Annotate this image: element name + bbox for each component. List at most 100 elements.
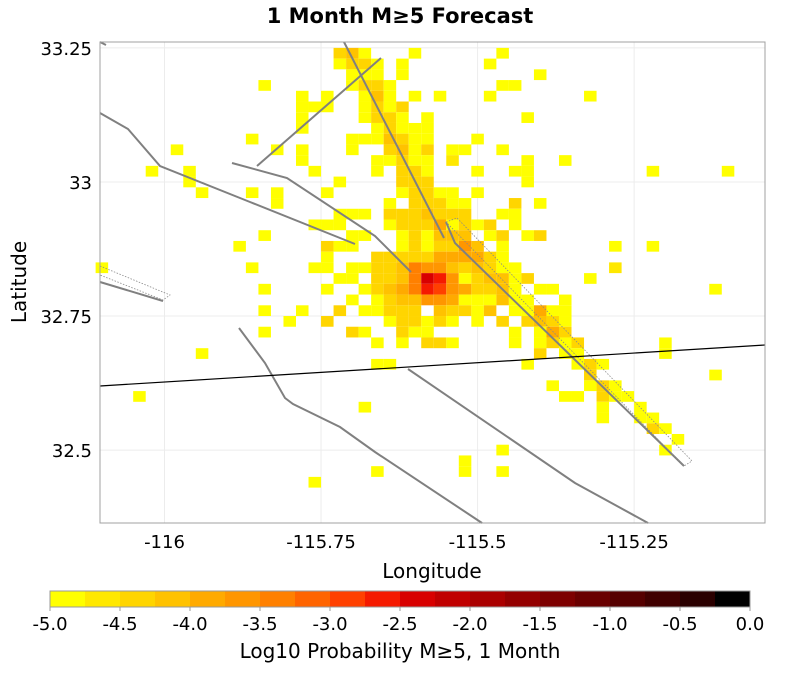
heatmap-cell bbox=[471, 283, 484, 295]
colorbar bbox=[50, 591, 751, 607]
heatmap-cell bbox=[433, 251, 447, 263]
heatmap-cell bbox=[558, 155, 572, 166]
heatmap-cell bbox=[646, 423, 660, 434]
colorbar-swatch bbox=[575, 591, 611, 607]
heatmap-cell bbox=[584, 358, 597, 370]
colorbar-swatch bbox=[295, 591, 331, 607]
heatmap-cell bbox=[408, 283, 422, 295]
y-tick-label: 33.25 bbox=[40, 39, 92, 60]
heatmap-cell bbox=[396, 251, 409, 263]
heatmap-cell bbox=[433, 316, 447, 327]
x-tick-label: -116 bbox=[144, 532, 185, 553]
heatmap-cell bbox=[433, 273, 447, 284]
heatmap-cell bbox=[408, 326, 422, 338]
heatmap-cell bbox=[408, 208, 422, 220]
heatmap-cell bbox=[421, 240, 434, 252]
heatmap-cell bbox=[709, 369, 722, 381]
heatmap-cell bbox=[471, 133, 484, 145]
heatmap-cell bbox=[421, 262, 434, 274]
colorbar-tick-label: -2.0 bbox=[452, 614, 487, 635]
heatmap-cell bbox=[371, 122, 384, 134]
heatmap-cell bbox=[346, 326, 359, 338]
heatmap-cell bbox=[245, 262, 259, 274]
heatmap-cell bbox=[584, 273, 597, 284]
heatmap-cell bbox=[496, 294, 509, 306]
fault-trace bbox=[99, 112, 356, 245]
heatmap-cell bbox=[421, 283, 434, 295]
plot-frame bbox=[99, 41, 766, 524]
colorbar-swatch bbox=[470, 591, 506, 607]
y-axis-ticks: 33.25 33 32.75 32.5 bbox=[40, 39, 92, 462]
heatmap-cell bbox=[521, 230, 534, 241]
heatmap-cell bbox=[421, 112, 434, 123]
heatmap-cell bbox=[508, 294, 522, 306]
heatmap-cell bbox=[383, 316, 397, 327]
heatmap-cell bbox=[421, 326, 434, 338]
colorbar-swatch bbox=[505, 591, 541, 607]
heatmap-cell bbox=[471, 165, 484, 177]
heatmap-cell bbox=[371, 58, 384, 70]
heatmap-cell bbox=[446, 337, 459, 349]
heatmap-cell bbox=[458, 294, 472, 306]
colorbar-swatch bbox=[85, 591, 121, 607]
heatmap-cell bbox=[421, 208, 434, 220]
heatmap-cell bbox=[396, 273, 409, 284]
heatmap-cell bbox=[183, 176, 196, 188]
heatmap-cell bbox=[195, 187, 209, 199]
colorbar-swatch bbox=[680, 591, 716, 607]
heatmap-cell bbox=[433, 283, 447, 295]
heatmap-cell bbox=[270, 187, 284, 199]
heatmap-cell bbox=[508, 198, 522, 209]
colorbar-swatch bbox=[190, 591, 226, 607]
heatmap-cell bbox=[483, 219, 497, 231]
heatmap-cell bbox=[396, 155, 409, 166]
heatmap-cell bbox=[634, 412, 647, 424]
heatmap-cell bbox=[458, 219, 472, 231]
fault-plane-outline bbox=[99, 265, 171, 301]
heatmap-cell bbox=[446, 316, 459, 327]
heatmap-cell bbox=[508, 326, 522, 338]
heatmap-cell bbox=[446, 155, 459, 166]
x-axis-label: Longitude bbox=[382, 559, 481, 583]
colorbar-swatch bbox=[435, 591, 471, 607]
heatmap-cell bbox=[508, 305, 522, 317]
heatmap-cell bbox=[508, 80, 522, 91]
heatmap-cell bbox=[383, 144, 397, 156]
colorbar-tick-label: -3.5 bbox=[242, 614, 277, 635]
heatmap-cell bbox=[496, 444, 509, 456]
x-axis-ticks: -116 -115.75 -115.5 -115.25 bbox=[144, 532, 669, 553]
y-tick-label: 33 bbox=[69, 173, 92, 194]
heatmap-cell bbox=[533, 316, 547, 327]
heatmap-cell bbox=[421, 294, 434, 306]
heatmap-cell bbox=[333, 273, 347, 284]
heatmap-cell bbox=[358, 283, 372, 295]
heatmap-cell bbox=[596, 401, 610, 413]
heatmap-cell bbox=[333, 47, 347, 59]
heatmap-cell bbox=[245, 133, 259, 145]
heatmap-cell bbox=[346, 262, 359, 274]
heatmap-cell bbox=[321, 283, 334, 295]
heatmap-cell bbox=[371, 155, 384, 166]
heatmap-cell bbox=[609, 240, 622, 252]
heatmap-cell bbox=[471, 262, 484, 274]
heatmap-cell bbox=[584, 380, 597, 392]
heatmap-cell bbox=[408, 273, 422, 284]
heatmap-cell bbox=[383, 262, 397, 274]
heatmap-cell bbox=[371, 358, 384, 370]
heatmap-cell bbox=[371, 466, 384, 477]
heatmap-cell bbox=[321, 251, 334, 263]
fault-trace bbox=[238, 327, 483, 524]
heatmap-cell bbox=[308, 101, 322, 113]
heatmap-cell bbox=[358, 90, 372, 102]
heatmap-cell bbox=[446, 294, 459, 306]
heatmap-cell bbox=[508, 337, 522, 349]
chart-title: 1 Month M≥5 Forecast bbox=[267, 4, 534, 28]
heatmap-cell bbox=[408, 155, 422, 166]
heatmap-cell bbox=[358, 262, 372, 274]
heatmap-cell bbox=[295, 144, 309, 156]
heatmap-cell bbox=[396, 326, 409, 338]
heatmap-cell bbox=[421, 133, 434, 145]
heatmap-cell bbox=[333, 305, 347, 317]
heatmap-cell bbox=[408, 165, 422, 177]
